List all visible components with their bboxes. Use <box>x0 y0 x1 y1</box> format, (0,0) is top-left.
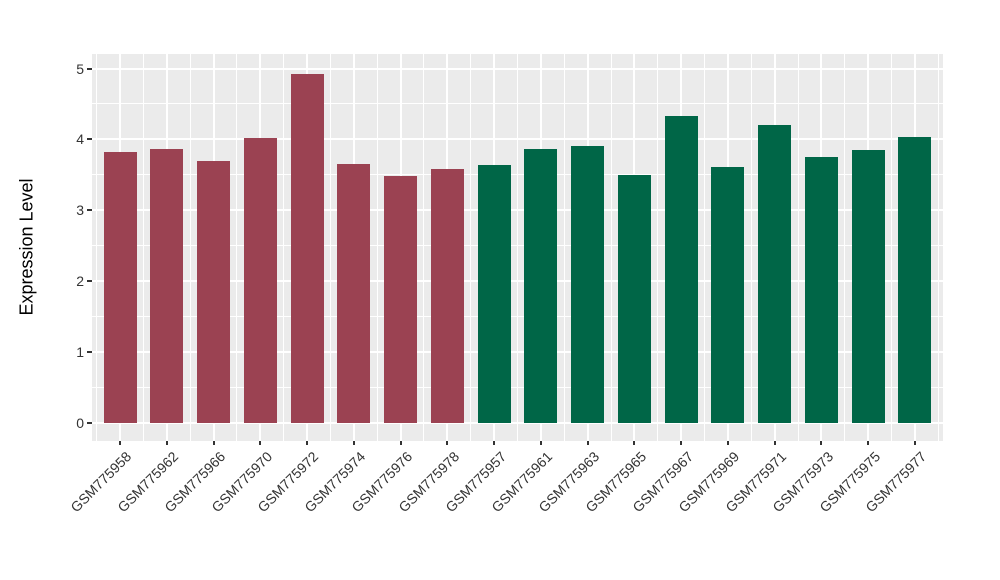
x-tick-mark <box>820 441 823 445</box>
plot-panel <box>92 54 943 441</box>
gridline-minor-vertical <box>797 54 799 441</box>
gridline-minor-horizontal <box>92 173 943 175</box>
gridline-minor-vertical <box>610 54 612 441</box>
x-tick-mark <box>680 441 683 445</box>
x-tick-mark <box>867 441 870 445</box>
x-tick-mark <box>913 441 916 445</box>
gridline-major-horizontal <box>92 280 943 283</box>
x-tick-mark <box>259 441 262 445</box>
x-tick-mark <box>352 441 355 445</box>
bar-GSM775970 <box>243 138 277 423</box>
y-axis-tick-labels: 0 1 2 3 4 5 <box>0 0 84 580</box>
gridline-minor-horizontal <box>92 244 943 246</box>
y-tick-mark <box>87 67 92 70</box>
gridline-minor-vertical <box>96 54 98 441</box>
bar-GSM775969 <box>711 167 745 423</box>
bar-GSM775978 <box>430 168 464 423</box>
gridline-minor-vertical <box>891 54 893 441</box>
y-tick-label-1: 1 <box>76 344 84 361</box>
gridline-major-horizontal <box>92 209 943 212</box>
gridline-minor-vertical <box>236 54 238 441</box>
bar-GSM775972 <box>290 74 324 423</box>
bar-GSM775971 <box>758 124 792 423</box>
y-tick-mark <box>87 351 92 354</box>
bar-GSM775974 <box>337 163 371 423</box>
x-tick-mark <box>493 441 496 445</box>
y-tick-label-2: 2 <box>76 273 84 290</box>
x-tick-mark <box>586 441 589 445</box>
gridline-minor-vertical <box>517 54 518 441</box>
bar-GSM775973 <box>804 156 838 423</box>
gridline-minor-vertical <box>376 54 378 441</box>
bar-GSM775977 <box>898 137 932 423</box>
x-tick-mark <box>212 441 215 445</box>
x-tick-mark <box>399 441 402 445</box>
x-tick-mark <box>539 441 542 445</box>
y-tick-label-3: 3 <box>76 202 84 219</box>
gridline-minor-vertical <box>142 54 144 441</box>
bar-GSM775966 <box>197 161 231 423</box>
gridline-minor-vertical <box>704 54 706 441</box>
bar-GSM775975 <box>851 150 885 423</box>
bar-GSM775957 <box>477 165 511 423</box>
y-tick-label-0: 0 <box>76 415 84 431</box>
y-tick-mark <box>87 280 92 283</box>
gridline-major-horizontal <box>92 422 943 424</box>
x-tick-mark <box>773 441 776 445</box>
bar-GSM775965 <box>617 174 651 423</box>
x-tick-mark <box>306 441 309 445</box>
gridline-minor-vertical <box>844 54 846 441</box>
gridline-minor-vertical <box>189 54 191 441</box>
gridline-minor-horizontal <box>92 315 943 317</box>
x-tick-mark <box>633 441 636 445</box>
gridline-minor-vertical <box>750 54 752 441</box>
gridline-minor-horizontal <box>92 103 943 105</box>
bar-GSM775958 <box>103 152 137 423</box>
gridline-minor-vertical <box>657 54 659 441</box>
gridline-major-horizontal <box>92 67 943 70</box>
gridline-minor-vertical <box>423 54 425 441</box>
bar-GSM775976 <box>384 176 418 423</box>
gridline-minor-vertical <box>470 54 472 441</box>
x-tick-mark <box>726 441 729 445</box>
bar-GSM775961 <box>524 149 558 423</box>
gridline-minor-vertical <box>283 54 285 441</box>
gridline-minor-horizontal <box>92 386 943 388</box>
gridline-minor-vertical <box>937 54 939 441</box>
y-tick-label-5: 5 <box>76 60 84 77</box>
y-axis-title: Expression Level <box>16 178 37 316</box>
y-tick-mark <box>87 209 92 212</box>
gridline-major-horizontal <box>92 138 943 141</box>
y-tick-label-4: 4 <box>76 131 84 148</box>
bar-GSM775967 <box>664 116 698 423</box>
gridline-minor-vertical <box>329 54 331 441</box>
bar-GSM775963 <box>571 145 605 423</box>
gridline-minor-vertical <box>563 54 565 441</box>
y-tick-mark <box>87 422 92 424</box>
y-tick-mark <box>87 138 92 141</box>
x-tick-mark <box>165 441 168 445</box>
bar-GSM775962 <box>150 148 184 423</box>
gridline-major-horizontal <box>92 351 943 354</box>
x-tick-mark <box>119 441 122 445</box>
x-tick-mark <box>446 441 449 445</box>
